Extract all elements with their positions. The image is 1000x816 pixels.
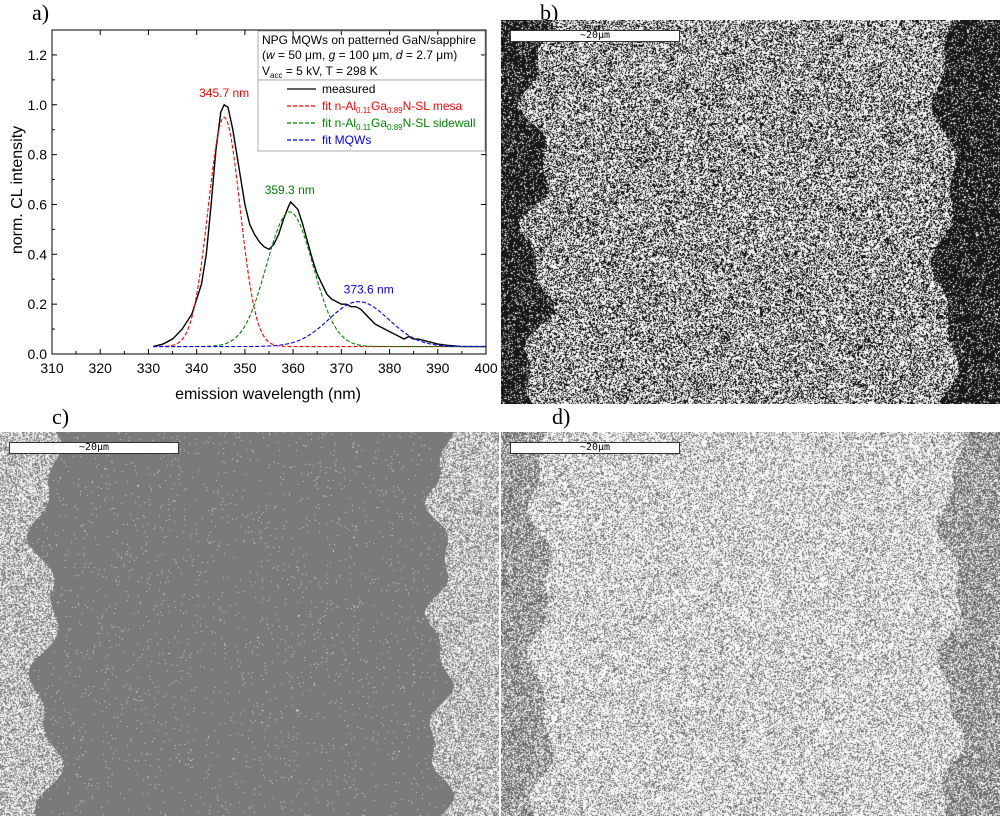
- peak-label: 345.7 nm: [199, 86, 249, 100]
- y-tick-label: 0.8: [28, 147, 48, 163]
- info-line-2-part: d: [396, 48, 403, 62]
- y-tick-label: 0.4: [28, 246, 48, 262]
- x-tick-label: 380: [378, 360, 402, 376]
- info-line-3-v: V: [262, 64, 270, 78]
- plot-area: [153, 103, 486, 348]
- x-tick-label: 400: [474, 360, 498, 376]
- y-tick-label: 0.0: [28, 346, 48, 362]
- x-tick-label: 390: [426, 360, 450, 376]
- info-line-2-part: (: [262, 48, 266, 62]
- spectrum-chart: 310 320 330 340 350 360 370 380 390 400 0.0 0.2 0.4 0…: [9, 29, 498, 403]
- measured-line: [153, 103, 486, 348]
- scale-bar-label: ~20μm: [579, 30, 611, 41]
- x-tick-label: 340: [185, 360, 209, 376]
- x-axis-label: emission wavelength (nm): [175, 386, 361, 403]
- chart-axes: 310 320 330 340 350 360 370 380 390 400 0.0 0.2 0.4 0…: [28, 29, 498, 376]
- legend-frame: [257, 79, 486, 152]
- scale-bar-label: ~20μm: [579, 442, 611, 453]
- x-tick-label: 320: [89, 360, 113, 376]
- info-line-1: NPG MQWs on patterned GaN/sapphire: [262, 33, 476, 47]
- x-tick-label: 330: [137, 360, 161, 376]
- info-line-3-sub: acc: [270, 71, 282, 80]
- legend-label: measured: [322, 82, 375, 96]
- y-tick-label: 1.0: [28, 97, 48, 113]
- cl-map-d-image: [501, 432, 1000, 816]
- scale-bar-d: ~20μm: [510, 442, 680, 454]
- info-line-3-rest: = 5 kV, T = 298 K: [282, 64, 377, 78]
- info-line-2: (w = 50 μm, g = 100 μm, d = 2.7 μm): [262, 48, 457, 62]
- scale-bar-label: ~20μm: [78, 442, 110, 453]
- info-line-2-part: w: [266, 48, 276, 62]
- cl-map-c: ~20μm: [0, 432, 499, 816]
- x-tick-label: 310: [40, 360, 64, 376]
- cl-map-b-image: [501, 20, 1000, 404]
- x-tick-label: 370: [330, 360, 354, 376]
- scale-bar-c: ~20μm: [9, 442, 179, 454]
- y-axis-label: norm. CL intensity: [9, 126, 26, 254]
- y-tick-label: 0.6: [28, 196, 48, 212]
- info-line-2-part: g: [329, 48, 336, 62]
- info-line-2-part: = 50 μm,: [275, 48, 329, 62]
- info-line-2-part: = 100 μm,: [335, 48, 396, 62]
- panel-label-b: b): [540, 0, 559, 25]
- legend-label: fit n-Al0.11Ga0.89N-SL mesa: [322, 99, 462, 115]
- fit-line: [153, 301, 486, 348]
- y-tick-label: 1.2: [28, 47, 48, 63]
- cl-map-d: ~20μm: [501, 432, 1000, 816]
- legend-label: fit n-Al0.11Ga0.89N-SL sidewall: [322, 116, 476, 132]
- panel-label-d: d): [552, 404, 571, 429]
- scale-bar-b: ~20μm: [510, 30, 680, 42]
- legend-label: fit MQWs: [322, 133, 371, 147]
- info-line-3: Vacc = 5 kV, T = 298 K: [262, 64, 378, 80]
- cl-map-c-image: [0, 432, 499, 816]
- peak-labels: 345.7 nm 359.3 nm 373.6 nm: [199, 86, 394, 297]
- y-tick-label: 0.2: [28, 296, 48, 312]
- x-tick-label: 360: [281, 360, 305, 376]
- info-box: NPG MQWs on patterned GaN/sapphire (w = …: [262, 33, 476, 80]
- x-tick-label: 350: [233, 360, 257, 376]
- fit-line: [153, 116, 486, 348]
- peak-label: 373.6 nm: [344, 283, 394, 297]
- panel-label-c: c): [52, 404, 70, 429]
- panel-label-a: a): [32, 0, 50, 25]
- peak-label: 359.3 nm: [265, 183, 315, 197]
- info-line-2-part: = 2.7 μm): [403, 48, 458, 62]
- cl-map-b: ~20μm: [501, 20, 1000, 404]
